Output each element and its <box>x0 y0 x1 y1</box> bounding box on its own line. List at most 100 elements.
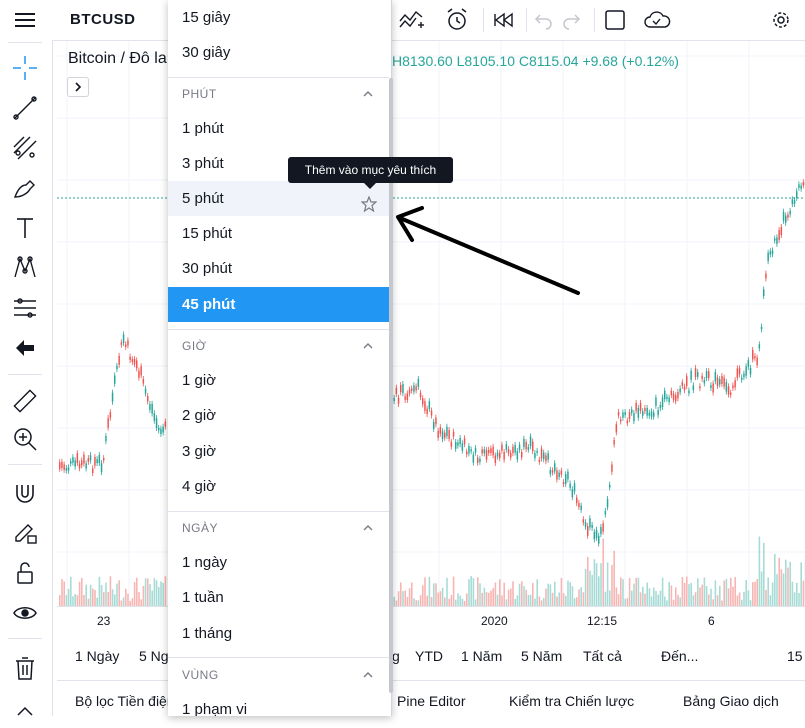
volume-bar <box>448 599 450 606</box>
menu-icon[interactable] <box>6 3 44 37</box>
crosshair-icon[interactable] <box>6 51 44 85</box>
volume-bar <box>158 587 160 606</box>
undo-icon[interactable] <box>528 5 558 35</box>
redo-icon[interactable] <box>557 5 587 35</box>
back-arrow-icon[interactable] <box>6 331 44 365</box>
trend-line-icon[interactable] <box>6 91 44 125</box>
candle-body <box>475 448 477 452</box>
zoom-in-icon[interactable] <box>6 422 44 456</box>
volume-bar <box>754 582 756 606</box>
chevron-up-icon[interactable] <box>363 79 373 109</box>
lock-drawing-icon[interactable] <box>6 515 44 549</box>
range-partial[interactable]: g <box>392 648 400 664</box>
symbol-search[interactable]: BTCUSD <box>70 11 136 28</box>
go-to-date[interactable]: Đến... <box>661 648 698 664</box>
time-label: 6 <box>708 614 715 628</box>
interval-3h[interactable]: 3 giờ <box>168 434 389 469</box>
tab-strategy-tester[interactable]: Kiểm tra Chiến lược <box>509 693 634 709</box>
section-header-minutes[interactable]: PHÚT <box>168 79 389 109</box>
text-icon[interactable] <box>6 211 44 245</box>
volume-bar <box>770 595 772 606</box>
candle-body <box>400 385 402 392</box>
tab-pine-editor[interactable]: Pine Editor <box>397 693 465 709</box>
volume-bar <box>110 576 112 606</box>
eye-icon[interactable] <box>6 596 44 630</box>
range-1d[interactable]: 1 Ngày <box>75 648 119 664</box>
candle-body <box>528 447 530 450</box>
volume-bar <box>664 597 666 606</box>
section-header-range[interactable]: VÙNG <box>168 660 389 690</box>
volume-bar <box>552 593 554 606</box>
volume-bar <box>459 596 461 606</box>
chevron-up-icon[interactable] <box>6 694 44 728</box>
brush-icon[interactable] <box>6 171 44 205</box>
candle-body <box>675 395 677 401</box>
range-ytd[interactable]: YTD <box>415 648 443 664</box>
fib-icon[interactable] <box>6 131 44 165</box>
volume-bar <box>600 563 602 606</box>
section-header-days[interactable]: NGÀY <box>168 513 389 543</box>
candle-body <box>787 215 789 218</box>
lock-icon[interactable] <box>6 556 44 590</box>
interval-1-range[interactable]: 1 phạm vi <box>168 692 389 716</box>
interval-5m[interactable]: 5 phút <box>168 181 389 216</box>
volume-bar <box>794 592 796 606</box>
candle-body <box>541 448 543 458</box>
interval-2h[interactable]: 2 giờ <box>168 398 389 433</box>
interval-4h[interactable]: 4 giờ <box>168 469 389 504</box>
volume-bar <box>83 595 85 606</box>
interval-dropdown: 15 giây 30 giây PHÚT 1 phút 3 phút 5 phú… <box>168 0 392 716</box>
candle-body <box>110 412 112 418</box>
chevron-up-icon[interactable] <box>363 331 373 361</box>
candle-body <box>638 408 640 418</box>
candle-body <box>602 523 604 531</box>
range-5y[interactable]: 5 Năm <box>521 648 562 664</box>
indicators-icon[interactable] <box>396 5 426 35</box>
fullscreen-icon[interactable] <box>600 5 630 35</box>
chevron-up-icon[interactable] <box>363 513 373 543</box>
interval-1m[interactable]: 1 phút <box>168 111 389 146</box>
interval-15m[interactable]: 15 phút <box>168 216 389 251</box>
candle-body <box>600 527 602 534</box>
candle-body <box>479 459 481 462</box>
candle-body <box>477 458 479 463</box>
volume-bar <box>633 584 635 606</box>
candle-body <box>409 390 411 394</box>
candle-body <box>448 430 450 439</box>
range-1y[interactable]: 1 Năm <box>461 648 502 664</box>
candle-body <box>63 465 65 470</box>
candle-body <box>704 380 706 383</box>
settings-icon[interactable] <box>766 5 796 35</box>
alert-icon[interactable] <box>442 5 472 35</box>
chevron-up-icon[interactable] <box>363 660 373 690</box>
candle-body <box>158 428 160 431</box>
interval-1M[interactable]: 1 tháng <box>168 616 389 651</box>
measure-projection-icon[interactable] <box>6 291 44 325</box>
range-5d[interactable]: 5 Ng <box>139 648 169 664</box>
top-toolbar: BTCUSD <box>52 0 805 41</box>
interval-45m[interactable]: 45 phút <box>168 287 389 322</box>
interval-1w[interactable]: 1 tuần <box>168 580 389 615</box>
range-all[interactable]: Tất cả <box>583 648 622 664</box>
ruler-icon[interactable] <box>6 384 44 418</box>
trash-icon[interactable] <box>6 651 44 685</box>
interval-1d[interactable]: 1 ngày <box>168 545 389 580</box>
section-title: PHÚT <box>182 87 217 101</box>
magnet-icon[interactable] <box>6 477 44 511</box>
volume-bar <box>413 598 415 606</box>
interval-15s[interactable]: 15 giây <box>168 0 389 35</box>
candle-body <box>490 448 492 453</box>
section-header-hours[interactable]: GIỜ <box>168 331 389 361</box>
interval-30s[interactable]: 30 giây <box>168 35 389 70</box>
legend-collapse-button[interactable] <box>67 77 89 97</box>
candle-body <box>666 397 668 399</box>
cloud-save-icon[interactable] <box>642 5 672 35</box>
volume-bar <box>530 595 532 606</box>
volume-bar <box>145 578 147 606</box>
tab-trading-panel[interactable]: Bảng Giao dịch <box>683 693 779 709</box>
interval-1h[interactable]: 1 giờ <box>168 363 389 398</box>
candle-body <box>435 418 437 425</box>
pattern-icon[interactable] <box>6 251 44 285</box>
interval-30m[interactable]: 30 phút <box>168 251 389 286</box>
replay-icon[interactable] <box>489 5 519 35</box>
